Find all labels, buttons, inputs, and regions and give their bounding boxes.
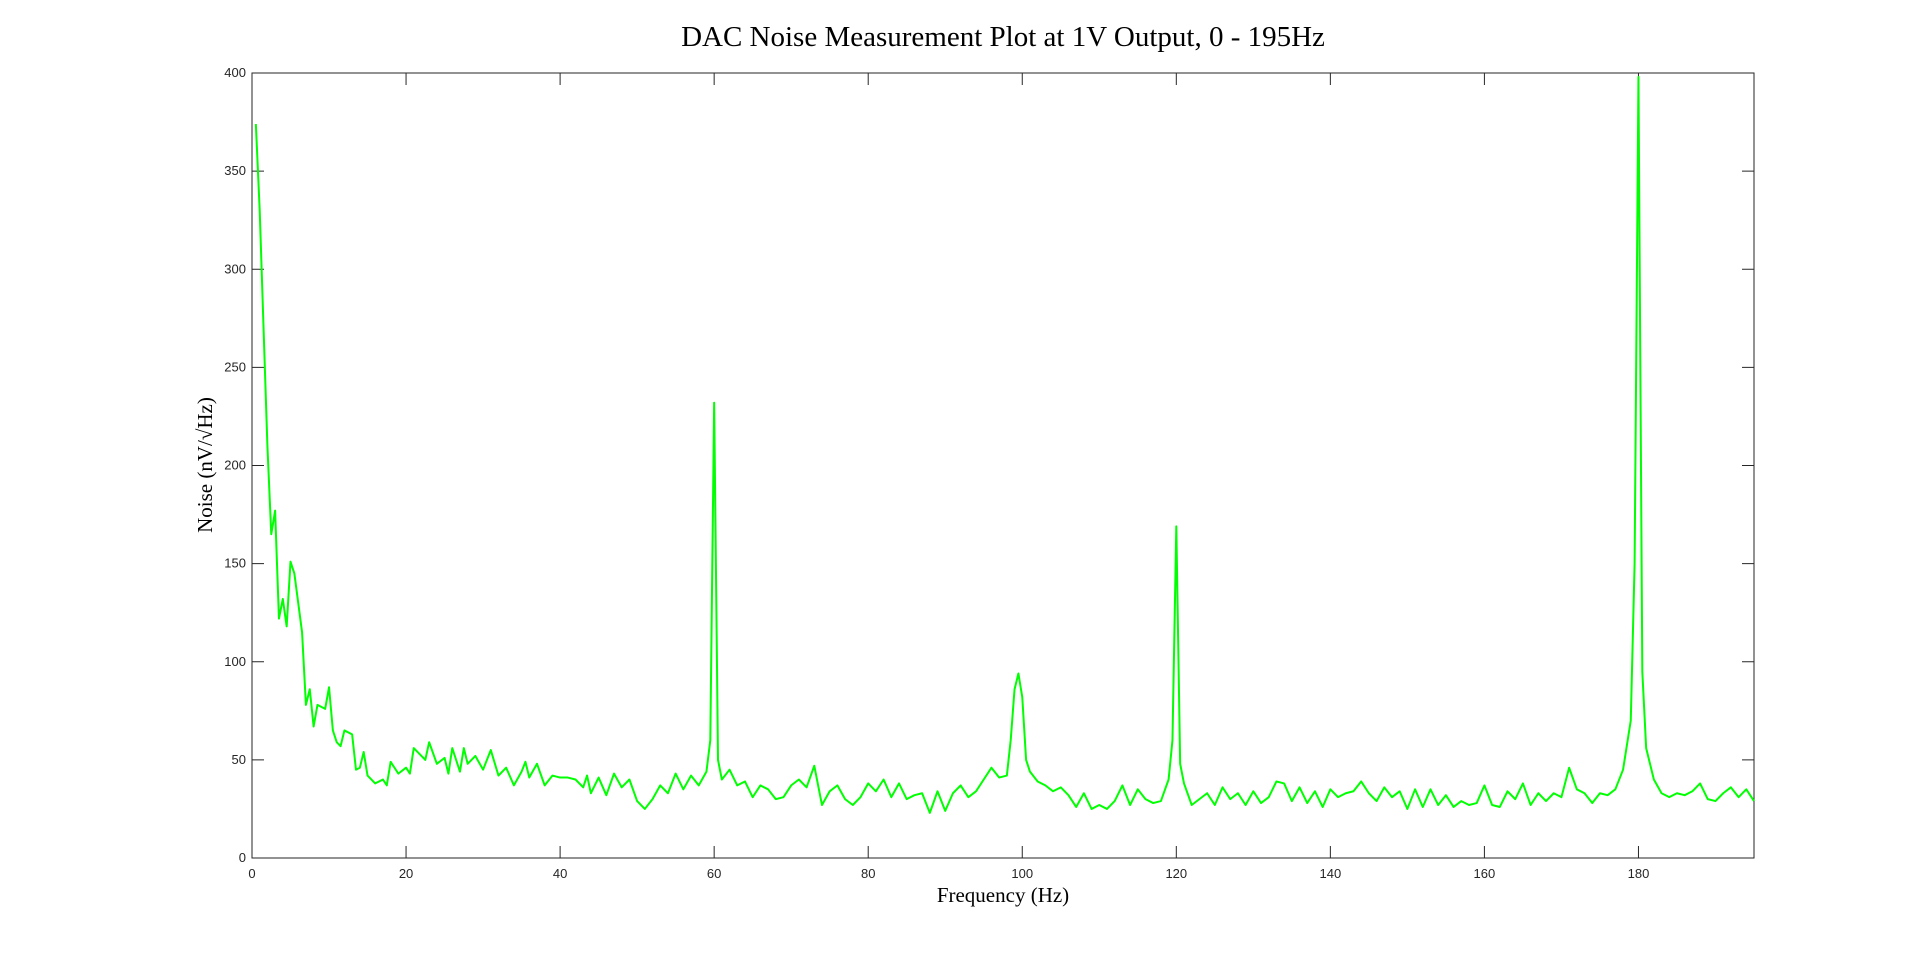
y-tick-label: 0 [239,850,246,865]
y-tick-label: 150 [224,556,246,571]
x-tick-label: 160 [1474,866,1496,881]
x-tick-label: 0 [248,866,255,881]
y-tick-label: 250 [224,359,246,374]
x-tick-label: 40 [553,866,567,881]
plot-frame [251,72,1755,859]
y-tick-label: 200 [224,458,246,473]
y-tick-label: 400 [224,65,246,80]
data-line [254,75,1755,814]
x-tick-label: 140 [1320,866,1342,881]
y-tick-label: 50 [232,752,246,767]
y-tick-label: 300 [224,261,246,276]
x-axis-label: Frequency (Hz) [937,883,1069,907]
chart-title: DAC Noise Measurement Plot at 1V Output,… [681,21,1325,53]
x-tick-label: 20 [399,866,413,881]
y-tick-label: 100 [224,654,246,669]
x-tick-label: 100 [1011,866,1033,881]
y-axis-label: Noise (nV/√Hz) [193,397,217,533]
x-tick-label: 80 [861,866,875,881]
x-tick-label: 180 [1628,866,1650,881]
x-tick-label: 60 [707,866,721,881]
y-tick-label: 350 [224,163,246,178]
x-tick-label: 120 [1165,866,1187,881]
